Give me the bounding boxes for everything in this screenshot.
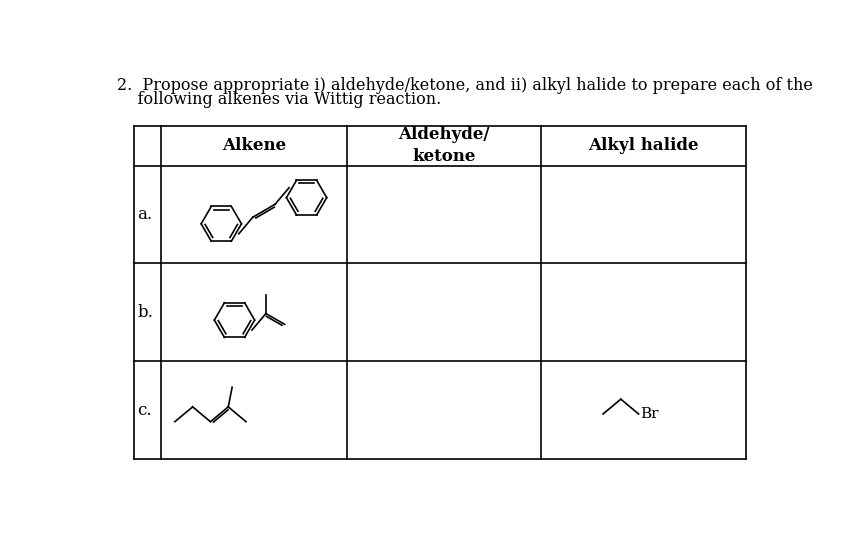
Text: Alkene: Alkene	[222, 137, 285, 154]
Text: 2.  Propose appropriate i) aldehyde/ketone, and ii) alkyl halide to prepare each: 2. Propose appropriate i) aldehyde/keton…	[118, 77, 813, 94]
Text: Aldehyde/
ketone: Aldehyde/ ketone	[398, 126, 489, 165]
Text: c.: c.	[137, 401, 152, 419]
Text: Alkyl halide: Alkyl halide	[587, 137, 698, 154]
Text: following alkenes via Wittig reaction.: following alkenes via Wittig reaction.	[118, 91, 441, 108]
Text: Br: Br	[640, 407, 658, 421]
Text: a.: a.	[137, 206, 153, 223]
Text: b.: b.	[137, 304, 153, 321]
